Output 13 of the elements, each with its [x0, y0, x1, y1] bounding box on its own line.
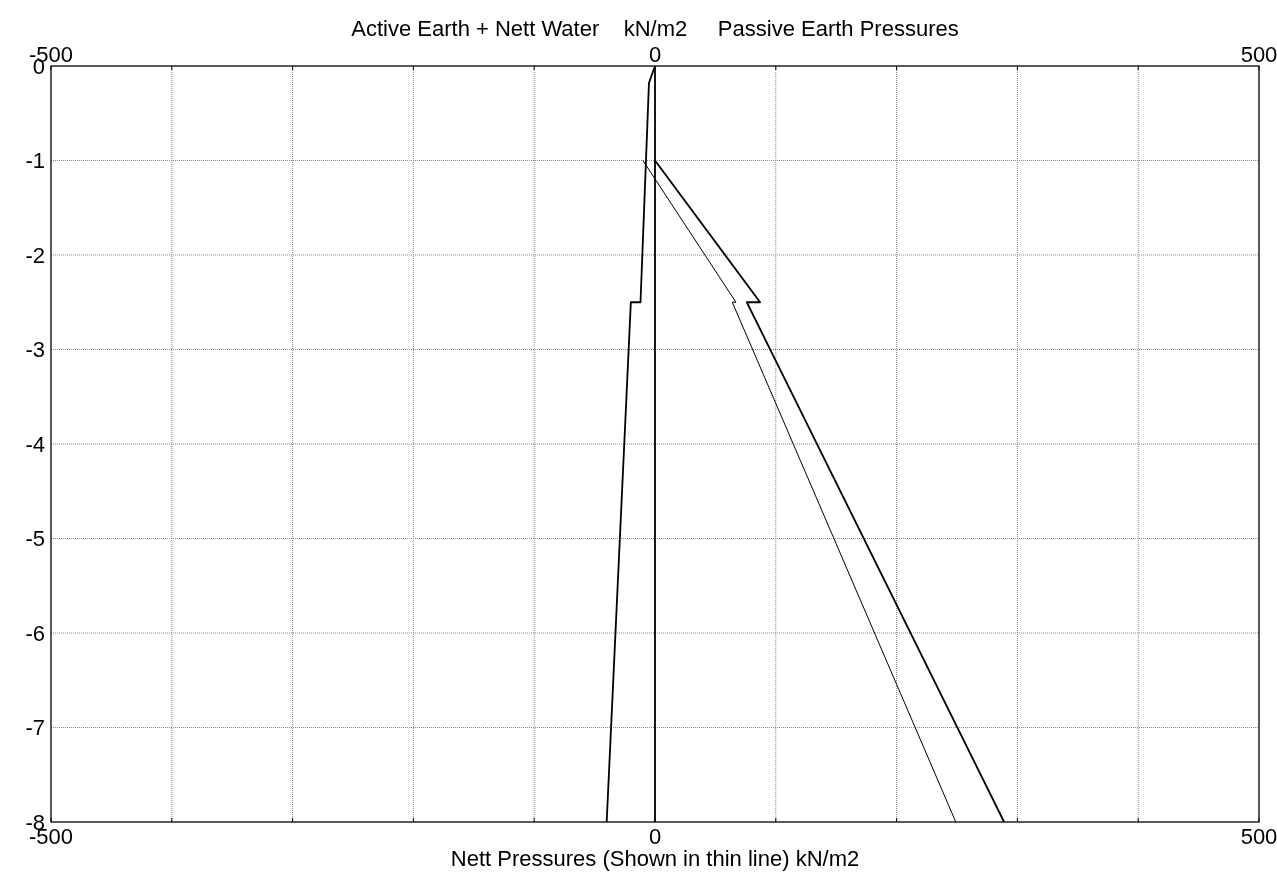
- x-axis-title: Nett Pressures (Shown in thin line) kN/m2: [450, 846, 860, 871]
- y-tick-label: -1: [25, 148, 45, 173]
- x-tick-label: 0: [648, 42, 662, 67]
- y-tick-label: -7: [25, 715, 45, 740]
- y-tick-label: -5: [25, 526, 45, 551]
- x2-tick-label: 0: [648, 824, 662, 849]
- y-tick-label: -4: [25, 431, 45, 457]
- y-tick-label: -3: [25, 337, 45, 362]
- y-tick-label: -6: [25, 620, 45, 646]
- x2-axis-title: Active Earth + Nett Water kN/m2 Passive Earth Pressures: [351, 16, 959, 41]
- x2-tick-label: 500: [1240, 824, 1277, 849]
- y-tick-label: -2: [25, 242, 45, 268]
- x-tick-label: 500: [1240, 42, 1277, 67]
